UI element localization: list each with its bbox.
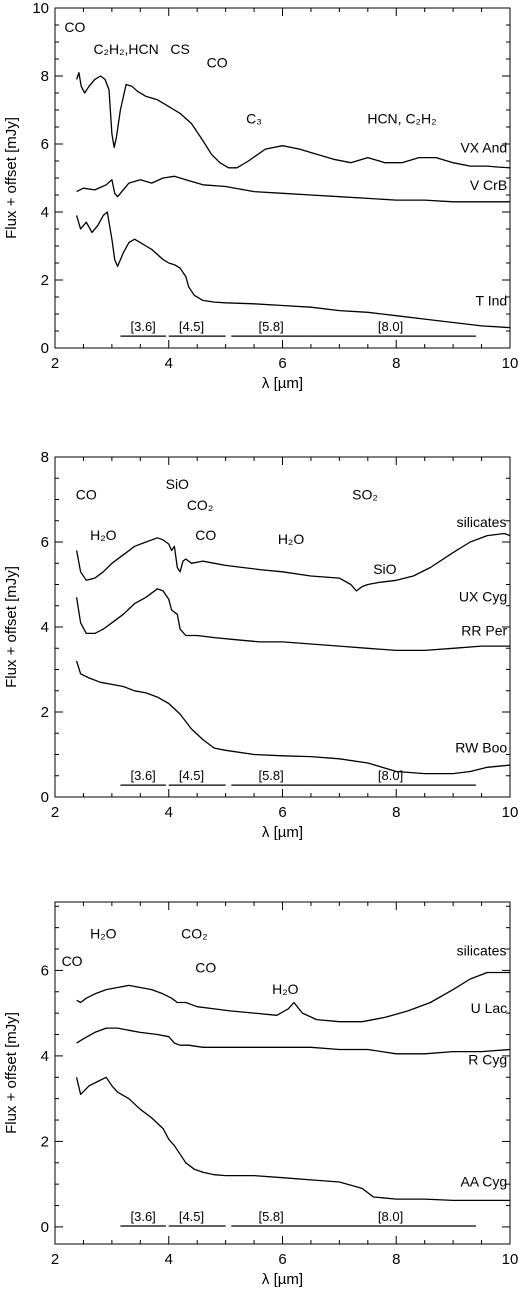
y-tick-label: 4 bbox=[41, 1048, 49, 1065]
x-tick-label: 2 bbox=[51, 355, 59, 372]
annotation-ux-cyg: UX Cyg bbox=[459, 589, 507, 605]
annotation-sio: SiO bbox=[166, 476, 189, 492]
bandpass-label-3-6: [3.6] bbox=[131, 319, 156, 334]
y-axis-label: Flux + offset [mJy] bbox=[3, 117, 20, 239]
plot-frame bbox=[54, 456, 511, 798]
annotation-c-h-hcn: C₂H₂,HCN bbox=[93, 41, 158, 57]
spectrum-v-crb bbox=[76, 175, 510, 203]
annotation-v-crb: V CrB bbox=[470, 177, 507, 193]
annotation-rw-boo: RW Boo bbox=[455, 739, 507, 755]
plot-frame bbox=[54, 7, 511, 349]
x-tick-label: 6 bbox=[278, 1251, 286, 1268]
annotation-co: CO bbox=[207, 55, 228, 71]
bandpass-label-8-0: [8.0] bbox=[378, 768, 403, 783]
x-tick-label: 4 bbox=[165, 804, 173, 821]
y-tick-label: 10 bbox=[32, 0, 49, 17]
y-tick-label: 4 bbox=[41, 204, 49, 221]
y-tick-label: 0 bbox=[41, 789, 49, 806]
annotation-h-o: H₂O bbox=[90, 527, 117, 543]
spectrum-vx-and bbox=[75, 71, 511, 169]
y-tick-label: 8 bbox=[41, 449, 49, 466]
y-tick-label: 8 bbox=[41, 68, 49, 85]
x-axis-label: λ [µm] bbox=[262, 375, 303, 392]
x-tick-label: 4 bbox=[165, 1251, 173, 1268]
x-tick-label: 10 bbox=[502, 804, 519, 821]
spectrum-aa-cyg bbox=[75, 1076, 510, 1202]
y-tick-label: 4 bbox=[41, 619, 49, 636]
annotation-aa-cyg: AA Cyg bbox=[460, 1173, 507, 1189]
spectrum-rr-per bbox=[75, 588, 510, 652]
annotation-u-lac: U Lac bbox=[471, 1000, 508, 1016]
spectrum-u-lac bbox=[76, 971, 510, 1023]
annotation-co: CO₂ bbox=[187, 497, 213, 513]
y-tick-label: 0 bbox=[41, 1219, 49, 1236]
annotation-co: CO bbox=[195, 960, 216, 976]
x-tick-label: 8 bbox=[392, 355, 400, 372]
y-axis-label: Flux + offset [mJy] bbox=[3, 1012, 20, 1134]
annotation-h-o: H₂O bbox=[278, 531, 305, 547]
x-tick-label: 10 bbox=[502, 1251, 519, 1268]
y-tick-label: 2 bbox=[41, 272, 49, 289]
annotation-c: C₃ bbox=[246, 111, 262, 127]
y-tick-label: 6 bbox=[41, 962, 49, 979]
annotation-h-o: H₂O bbox=[272, 981, 299, 997]
y-tick-label: 6 bbox=[41, 534, 49, 551]
plot-frame bbox=[54, 901, 511, 1245]
bandpass-label-3-6: [3.6] bbox=[131, 768, 156, 783]
x-tick-label: 8 bbox=[392, 1251, 400, 1268]
annotation-sio: SiO bbox=[373, 561, 396, 577]
annotation-rr-per: RR Per bbox=[461, 623, 507, 639]
x-tick-label: 6 bbox=[278, 355, 286, 372]
spectrum-t-ind bbox=[75, 211, 511, 329]
bandpass-label-5-8: [5.8] bbox=[258, 1209, 283, 1224]
annotation-t-ind: T Ind bbox=[476, 293, 508, 309]
annotation-vx-and: VX And bbox=[460, 140, 507, 156]
bandpass-label-5-8: [5.8] bbox=[258, 768, 283, 783]
bandpass-label-5-8: [5.8] bbox=[258, 319, 283, 334]
bandpass-label-4-5: [4.5] bbox=[179, 319, 204, 334]
y-tick-label: 6 bbox=[41, 136, 49, 153]
annotation-co: CO₂ bbox=[181, 925, 207, 941]
x-axis-label: λ [µm] bbox=[262, 1271, 303, 1288]
annotation-so: SO₂ bbox=[352, 487, 378, 503]
annotation-r-cyg: R Cyg bbox=[468, 1051, 507, 1067]
annotation-cs: CS bbox=[170, 41, 189, 57]
x-axis-label: λ [µm] bbox=[262, 824, 303, 841]
bandpass-label-4-5: [4.5] bbox=[179, 1209, 204, 1224]
bandpass-label-8-0: [8.0] bbox=[378, 319, 403, 334]
y-tick-label: 2 bbox=[41, 704, 49, 721]
bandpass-label-4-5: [4.5] bbox=[179, 768, 204, 783]
x-tick-label: 2 bbox=[51, 1251, 59, 1268]
annotation-h-o: H₂O bbox=[90, 925, 117, 941]
annotation-co: CO bbox=[64, 19, 85, 35]
spectrum-rw-boo bbox=[75, 660, 511, 775]
annotation-co: CO bbox=[76, 487, 97, 503]
x-tick-label: 10 bbox=[502, 355, 519, 372]
spectrum-ux-cyg bbox=[75, 532, 511, 592]
spectrum-r-cyg bbox=[76, 1027, 511, 1055]
x-tick-label: 8 bbox=[392, 804, 400, 821]
annotation-co: CO bbox=[62, 953, 83, 969]
annotation-co: CO bbox=[195, 527, 216, 543]
annotation-silicates: silicates bbox=[457, 514, 507, 530]
bandpass-label-8-0: [8.0] bbox=[378, 1209, 403, 1224]
x-tick-label: 4 bbox=[165, 355, 173, 372]
x-tick-label: 6 bbox=[278, 804, 286, 821]
x-tick-label: 2 bbox=[51, 804, 59, 821]
y-axis-label: Flux + offset [mJy] bbox=[3, 566, 20, 688]
y-tick-label: 0 bbox=[41, 340, 49, 357]
annotation-hcn-c-h: HCN, C₂H₂ bbox=[367, 111, 436, 127]
annotation-silicates: silicates bbox=[457, 942, 507, 958]
y-tick-label: 2 bbox=[41, 1133, 49, 1150]
bandpass-label-3-6: [3.6] bbox=[131, 1209, 156, 1224]
